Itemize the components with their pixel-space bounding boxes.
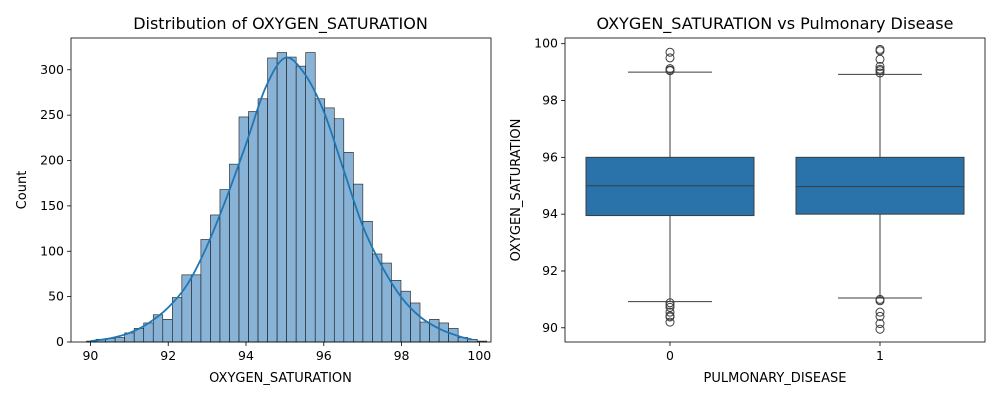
histogram-bars xyxy=(86,52,488,343)
histogram-bar xyxy=(429,319,440,343)
boxplot-axes-frame xyxy=(564,37,986,343)
y-tick-label: 96 xyxy=(542,149,558,164)
outlier-point xyxy=(875,296,885,306)
histogram-bar xyxy=(267,57,278,343)
y-tick-label: 98 xyxy=(542,93,558,108)
outlier-point xyxy=(665,302,675,312)
outlier-point xyxy=(875,54,885,64)
boxplot-title: OXYGEN_SATURATION vs Pulmonary Disease xyxy=(597,14,954,34)
outlier-point xyxy=(875,61,885,71)
histogram-bar xyxy=(314,98,326,343)
histogram-bar xyxy=(114,337,125,343)
y-tick-label: 94 xyxy=(542,206,558,221)
y-tick-label: 300 xyxy=(40,62,64,77)
outlier-point xyxy=(665,298,675,308)
histogram-bar xyxy=(305,52,316,343)
outlier-point xyxy=(665,53,675,63)
histogram-bar xyxy=(419,321,430,343)
outlier-point xyxy=(875,68,885,78)
histogram-bar xyxy=(295,65,306,343)
y-tick-label: 90 xyxy=(542,320,558,335)
histogram-bar xyxy=(162,319,173,343)
histogram-bar xyxy=(191,274,202,343)
histogram-title: Distribution of OXYGEN_SATURATION xyxy=(133,14,428,34)
histogram-bar xyxy=(333,118,345,343)
box-iqr xyxy=(585,156,755,217)
histogram-bar xyxy=(324,107,335,343)
y-tick-label: 100 xyxy=(534,36,558,51)
outlier-point xyxy=(665,317,675,327)
x-tick-label: 90 xyxy=(82,348,98,363)
histogram-xlabel: OXYGEN_SATURATION xyxy=(209,371,352,386)
y-tick-label: 100 xyxy=(40,243,64,258)
outlier-point xyxy=(875,46,885,56)
outlier-point xyxy=(875,66,885,76)
x-tick-label: 0 xyxy=(666,348,674,363)
histogram-bar xyxy=(248,111,259,343)
x-tick-label: 96 xyxy=(316,348,332,363)
boxplot-ticks: 0 1 90 92 94 96 98 100 xyxy=(534,36,884,363)
histogram-bar xyxy=(257,98,268,343)
histogram-axes-frame xyxy=(70,37,492,343)
y-tick-label: 150 xyxy=(40,198,64,213)
boxplot-boxes xyxy=(585,44,965,334)
y-tick-label: 0 xyxy=(56,334,64,349)
kde-line xyxy=(90,56,472,342)
outlier-point xyxy=(665,300,675,310)
histogram-bar xyxy=(276,52,287,343)
kde-layer xyxy=(90,56,472,342)
outlier-point xyxy=(875,307,885,317)
histogram-panel: Distribution of OXYGEN_SATURATION OXYGEN… xyxy=(15,14,492,386)
x-tick-label: 100 xyxy=(467,348,491,363)
y-tick-label: 92 xyxy=(542,263,558,278)
outlier-point xyxy=(665,47,675,57)
histogram-bar xyxy=(172,297,183,343)
x-tick-label: 94 xyxy=(238,348,254,363)
outlier-point xyxy=(665,307,675,317)
histogram-ylabel: Count xyxy=(15,171,30,210)
x-tick-label: 98 xyxy=(394,348,410,363)
outlier-point xyxy=(875,311,885,321)
histogram-bar xyxy=(372,253,383,343)
y-tick-label: 200 xyxy=(40,153,64,168)
histogram-bar xyxy=(343,152,354,343)
x-tick-label: 1 xyxy=(876,348,884,363)
histogram-bar xyxy=(353,183,364,343)
histogram-bar xyxy=(229,163,240,343)
boxplot-xlabel: PULMONARY_DISEASE xyxy=(704,371,847,386)
boxplot-panel: OXYGEN_SATURATION vs Pulmonary Disease P… xyxy=(509,14,986,386)
outlier-point xyxy=(875,319,885,329)
box-iqr xyxy=(795,156,965,215)
boxplot-ylabel: OXYGEN_SATURATION xyxy=(509,119,524,262)
outlier-point xyxy=(665,312,675,322)
outlier-point xyxy=(875,324,885,334)
outlier-point xyxy=(665,66,675,76)
x-tick-label: 92 xyxy=(160,348,176,363)
y-tick-label: 250 xyxy=(40,107,64,122)
histogram-bar xyxy=(286,56,297,343)
y-tick-label: 50 xyxy=(48,289,64,304)
histogram-ticks: 90 92 94 96 98 100 0 50 100 150 200 250 300 xyxy=(40,62,491,363)
